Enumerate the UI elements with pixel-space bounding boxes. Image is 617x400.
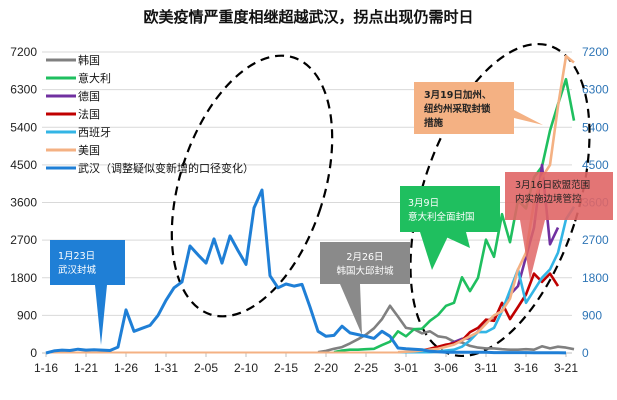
x-tick-label: 3-11	[474, 361, 497, 375]
callout-eu-line2: 内实施边境管控	[515, 193, 582, 205]
x-tick-label: 1-31	[154, 361, 178, 375]
x-tick-label: 3-21	[554, 361, 578, 375]
legend-label: 德国	[78, 89, 100, 103]
x-tick-label: 1-16	[34, 361, 58, 375]
y-axis-left: 0 900 1800 2700 3600 4500 5400 6300 7200	[10, 45, 37, 360]
x-tick-label: 2-10	[234, 361, 258, 375]
callout-italy-line1: 3月9日	[408, 198, 439, 209]
callout-us-line3: 措施	[424, 117, 444, 129]
x-axis: 1-16 1-21 1-26 1-31 2-05 2-10 2-15 2-20 2-25 3-01…	[34, 353, 578, 375]
callout-us-lockdown: 3月19日加州、 纽约州采取封锁 措施	[414, 82, 543, 134]
chart-title: 欧美疫情严重度相继超越武汉，拐点出现仍需时日	[143, 8, 474, 26]
callout-korea-line2: 韩国大邱封城	[336, 265, 394, 277]
x-tick-label: 1-26	[114, 361, 138, 375]
callout-italy-line2: 意大利全面封国	[408, 211, 475, 223]
x-tick-label: 1-21	[74, 361, 98, 375]
x-tick-label: 2-15	[274, 361, 298, 375]
callout-korea-line1: 2月26日	[346, 252, 383, 263]
y-tick-left: 3600	[10, 196, 37, 210]
y-tick-left: 7200	[10, 45, 37, 59]
y-tick-left: 0	[30, 346, 37, 360]
y-tick-left: 900	[17, 308, 37, 322]
y-tick-left: 6300	[10, 83, 37, 97]
callout-wuhan-line2: 武汉封城	[58, 264, 97, 276]
series-line	[413, 272, 560, 353]
callout-eu-line1: 3月16日欧盟范围	[515, 179, 590, 191]
callout-us-line1: 3月19日加州、	[424, 89, 491, 101]
y-tick-right: 7200	[582, 45, 609, 59]
x-tick-label: 3-01	[394, 361, 418, 375]
callout-wuhan-lockdown: 1月23日 武汉封城	[50, 240, 125, 345]
callout-eu-border: 3月16日欧盟范围 内实施边境管控	[505, 172, 613, 280]
x-tick-label: 2-20	[314, 361, 338, 375]
y-tick-right: 1800	[582, 271, 609, 285]
y-tick-left: 1800	[10, 271, 37, 285]
x-tick-label: 2-25	[354, 361, 378, 375]
series-line	[45, 188, 567, 355]
y-tick-left: 5400	[10, 120, 37, 134]
series-line	[317, 304, 575, 354]
y-tick-right: 900	[582, 308, 602, 322]
legend-label: 武汉（调整疑似变新增的口径变化）	[78, 161, 254, 175]
y-tick-right: 5400	[582, 120, 609, 134]
west-surge-dashed-ellipse	[409, 42, 591, 358]
legend-label: 韩国	[78, 53, 100, 67]
x-tick-label: 2-05	[194, 361, 218, 375]
y-tick-left: 2700	[10, 233, 37, 247]
callout-italy-lockdown: 3月9日 意大利全面封国	[400, 186, 500, 270]
legend-label: 法国	[78, 107, 100, 121]
y-tick-right: 6300	[582, 83, 609, 97]
y-tick-right: 2700	[582, 233, 609, 247]
legend-label: 美国	[78, 144, 100, 157]
callout-us-line2: 纽约州采取封锁	[424, 103, 491, 115]
callout-wuhan-line1: 1月23日	[58, 251, 95, 262]
y-tick-left: 4500	[10, 158, 37, 172]
legend-label: 西班牙	[78, 126, 111, 139]
callout-korea-daegu: 2月26日 韩国大邱封城	[320, 242, 410, 335]
wuhan-peak-dashed-ellipse	[170, 54, 334, 318]
y-tick-right: 0	[582, 346, 589, 360]
x-tick-label: 3-06	[434, 361, 458, 375]
legend-label: 意大利	[78, 71, 111, 85]
x-tick-label: 3-16	[514, 361, 538, 375]
